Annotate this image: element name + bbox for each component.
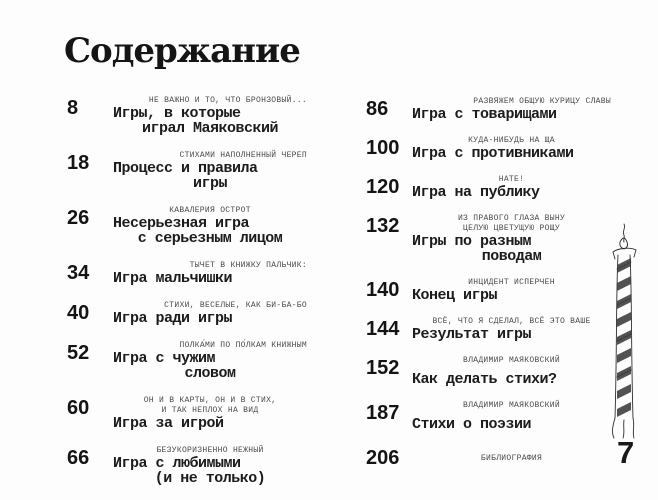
- entry-title-line: Конец игры: [412, 287, 498, 304]
- entry-page-number: 206: [366, 447, 400, 469]
- entry-body: ВЛАДИМИР МАЯКОВСКИЙ Как делать стихи?: [412, 356, 611, 387]
- entry-title-line: Несерьезная игра: [113, 215, 250, 232]
- toc-entry: 187 ВЛАДИМИР МАЯКОВСКИЙ Стихи о поэзии: [366, 401, 611, 432]
- entry-title-line: Игра с чужим: [113, 350, 216, 367]
- entry-caption: ТЫЧЕТ В КНИЖКУ ПАЛЬЧИК:: [189, 261, 307, 270]
- toc-entry: 52 ПОЛКА́МИ ПО ПО́ЛКАМ КНИЖНЫМ Игра с чуж…: [67, 341, 307, 381]
- entry-title-line: Как делать стихи?: [412, 371, 557, 388]
- entry-caption: БИБЛИОГРАФИЯ: [480, 454, 543, 463]
- entry-page-number: 86: [366, 98, 389, 120]
- entry-caption: ЦЕЛУЮ ЦВЕТУЩУЮ РОЩУ: [463, 224, 560, 233]
- entry-body: СТИХИ, ВЕСЕЛЫЕ, КАК БИ-БА-БО Игра ради иг…: [113, 301, 307, 326]
- entry-caption: РАЗВЯЖЕМ ОБЩУЮ КУРИЦУ СЛАВЫ: [473, 97, 611, 106]
- entry-title-line: Игры, в которые: [113, 105, 241, 122]
- toc-entry: 40 СТИХИ, ВЕСЕЛЫЕ, КАК БИ-БА-БО Игра ради…: [67, 301, 307, 326]
- entry-page-number: 60: [67, 397, 90, 419]
- toc-entry: 86 РАЗВЯЖЕМ ОБЩУЮ КУРИЦУ СЛАВЫ Игра с тов…: [366, 97, 611, 122]
- entry-page-number: 144: [366, 318, 400, 340]
- entry-page-number: 40: [67, 302, 90, 324]
- entry-page-number: 66: [67, 447, 90, 469]
- entry-caption: ВСЁ, ЧТО Я СДЕЛАЛ, ВСЁ ЭТО ВАШЕ: [432, 317, 591, 326]
- entry-caption: КУДА-НИБУДЬ НА ЩА: [468, 136, 555, 145]
- entry-caption: КАВАЛЕРИЯ ОСТРОТ: [169, 206, 251, 215]
- entry-page-number: 34: [67, 262, 90, 284]
- entry-title-line: Игра с товарищами: [412, 106, 557, 123]
- entry-caption: ОН И В КАРТЫ, ОН И В СТИХ,: [143, 396, 277, 405]
- toc-entry: 100 КУДА-НИБУДЬ НА ЩА Игра с противниками: [366, 136, 611, 161]
- toc-entry: 132 ИЗ ПРАВОГО ГЛАЗА ВЫНУ ЦЕЛУЮ ЦВЕТУЩУЮ …: [366, 214, 611, 264]
- entry-body: НАТЕ! Игра на публику: [412, 175, 611, 200]
- entry-title-line: Игры по разным: [412, 233, 532, 250]
- entry-page-number: 100: [366, 137, 400, 159]
- toc-entry: 34 ТЫЧЕТ В КНИЖКУ ПАЛЬЧИК: Игра мальчишки: [67, 261, 307, 286]
- toc-column-right: 86 РАЗВЯЖЕМ ОБЩУЮ КУРИЦУ СЛАВЫ Игра с тов…: [366, 97, 611, 482]
- toc-entry: 18 СТИХАМИ НАПОЛНЕННЫЙ ЧЕРЕП Процесс и пр…: [67, 151, 307, 191]
- entry-caption: НАТЕ!: [498, 175, 525, 184]
- entry-body: КУДА-НИБУДЬ НА ЩА Игра с противниками: [412, 136, 611, 161]
- entry-title-line: Игра с противниками: [412, 145, 574, 162]
- toc-entry: 144 ВСЁ, ЧТО Я СДЕЛАЛ, ВСЁ ЭТО ВАШЕ Резул…: [366, 317, 611, 342]
- entry-body: ВСЁ, ЧТО Я СДЕЛАЛ, ВСЁ ЭТО ВАШЕ Результат…: [412, 317, 611, 342]
- entry-body: ВЛАДИМИР МАЯКОВСКИЙ Стихи о поэзии: [412, 401, 611, 432]
- folio-page-number: 7: [617, 435, 635, 470]
- spiral-pencil-sketch-icon: [612, 223, 637, 439]
- entry-title-line: Процесс и правила: [113, 160, 258, 177]
- entry-title-line: поводам: [481, 248, 542, 265]
- entry-body: РАЗВЯЖЕМ ОБЩУЮ КУРИЦУ СЛАВЫ Игра с товари…: [412, 97, 611, 122]
- entry-title-line: Игра за игрой: [113, 415, 224, 432]
- toc-column-left: 8 НЕ ВАЖНО И ТО, ЧТО БРОНЗОВЫЙ... Игры, в…: [67, 96, 307, 500]
- entry-page-number: 140: [366, 279, 400, 301]
- page-title: Содержание: [64, 31, 301, 71]
- entry-body: БЕЗУКОРИЗНЕННО НЕЖНЫЙ Игра с любимыми (и н…: [113, 446, 307, 486]
- entry-title-line: Стихи о поэзии: [412, 416, 532, 433]
- entry-page-number: 52: [67, 342, 90, 364]
- entry-body: ОН И В КАРТЫ, ОН И В СТИХ, И ТАК НЕПЛОХ Н…: [113, 396, 307, 431]
- entry-title-line: играл Маяковский: [141, 120, 279, 137]
- entry-body: ТЫЧЕТ В КНИЖКУ ПАЛЬЧИК: Игра мальчишки: [113, 261, 307, 286]
- entry-caption: ВЛАДИМИР МАЯКОВСКИЙ: [463, 401, 560, 410]
- entry-body: ПОЛКА́МИ ПО ПО́ЛКАМ КНИЖНЫМ Игра с чужим с…: [113, 341, 307, 381]
- entry-title-line: Игра мальчишки: [113, 270, 233, 287]
- toc-entry: 8 НЕ ВАЖНО И ТО, ЧТО БРОНЗОВЫЙ... Игры, в…: [67, 96, 307, 136]
- entry-title-line: словом: [184, 365, 236, 382]
- entry-body: БИБЛИОГРАФИЯ: [412, 446, 611, 468]
- entry-caption: ИНЦИДЕНТ ИСПЕРЧЕН: [468, 278, 555, 287]
- entry-caption: БЕЗУКОРИЗНЕННО НЕЖНЫЙ: [156, 446, 264, 455]
- entry-caption: ИЗ ПРАВОГО ГЛАЗА ВЫНУ: [457, 214, 566, 223]
- toc-entry: 120 НАТЕ! Игра на публику: [366, 175, 611, 200]
- entry-page-number: 132: [366, 215, 400, 237]
- entry-title-line: Игра на публику: [412, 184, 540, 201]
- toc-entry: 206 БИБЛИОГРАФИЯ: [366, 446, 611, 468]
- entry-body: СТИХАМИ НАПОЛНЕННЫЙ ЧЕРЕП Процесс и прави…: [113, 151, 307, 191]
- entry-title-line: игры: [192, 175, 228, 192]
- entry-caption: ПОЛКА́МИ ПО ПО́ЛКАМ КНИЖНЫМ: [179, 341, 307, 350]
- entry-title-line: Игра ради игры: [113, 310, 233, 327]
- toc-entry: 60 ОН И В КАРТЫ, ОН И В СТИХ, И ТАК НЕПЛО…: [67, 396, 307, 431]
- entry-title-line: Результат игры: [412, 326, 532, 343]
- entry-caption: И ТАК НЕПЛОХ НА ВИД: [161, 406, 259, 415]
- entry-caption: НЕ ВАЖНО И ТО, ЧТО БРОНЗОВЫЙ...: [148, 96, 307, 105]
- entry-page-number: 187: [366, 402, 400, 424]
- entry-title-line: с серьезным лицом: [137, 230, 283, 247]
- entry-page-number: 18: [67, 152, 90, 174]
- entry-body: ИНЦИДЕНТ ИСПЕРЧЕН Конец игры: [412, 278, 611, 303]
- entry-caption: СТИХАМИ НАПОЛНЕННЫЙ ЧЕРЕП: [179, 151, 307, 160]
- entry-body: НЕ ВАЖНО И ТО, ЧТО БРОНЗОВЫЙ... Игры, в к…: [113, 96, 307, 136]
- toc-entry: 140 ИНЦИДЕНТ ИСПЕРЧЕН Конец игры: [366, 278, 611, 303]
- entry-title-line: Игра с любимыми: [113, 455, 241, 472]
- entry-page-number: 120: [366, 176, 400, 198]
- toc-entry: 66 БЕЗУКОРИЗНЕННО НЕЖНЫЙ Игра с любимыми(…: [67, 446, 307, 486]
- entry-page-number: 8: [67, 97, 79, 119]
- toc-entry: 26 КАВАЛЕРИЯ ОСТРОТ Несерьезная игра с сер…: [67, 206, 307, 246]
- entry-caption: ВЛАДИМИР МАЯКОВСКИЙ: [463, 356, 560, 365]
- entry-caption: СТИХИ, ВЕСЕЛЫЕ, КАК БИ-БА-БО: [164, 301, 307, 310]
- entry-page-number: 152: [366, 357, 400, 379]
- toc-entry: 152 ВЛАДИМИР МАЯКОВСКИЙ Как делать стихи?: [366, 356, 611, 387]
- entry-body: КАВАЛЕРИЯ ОСТРОТ Несерьезная игра с серьез…: [113, 206, 307, 246]
- entry-body: ИЗ ПРАВОГО ГЛАЗА ВЫНУ ЦЕЛУЮ ЦВЕТУЩУЮ РОЩУ…: [412, 214, 611, 264]
- entry-page-number: 26: [67, 207, 90, 229]
- entry-title-line: (и не только): [154, 470, 266, 487]
